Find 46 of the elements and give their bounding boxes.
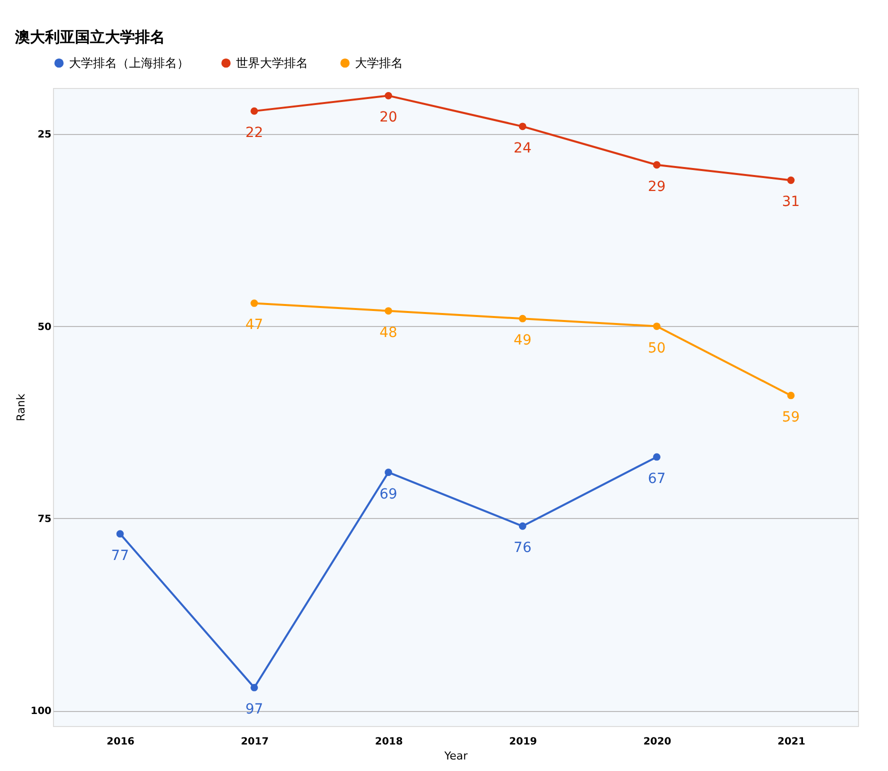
data-label: 67 — [648, 470, 666, 487]
point — [384, 92, 392, 100]
data-label: 50 — [648, 340, 666, 356]
point — [250, 107, 258, 115]
point — [250, 300, 258, 307]
y-tick-label: 25 — [38, 130, 52, 141]
y-axis-title: Rank — [14, 393, 28, 422]
point — [384, 307, 392, 315]
data-label: 59 — [782, 409, 800, 426]
legend-label: 大学排名 — [355, 56, 403, 70]
legend-label: 世界大学排名 — [236, 56, 308, 70]
point — [518, 522, 526, 530]
point — [787, 392, 795, 400]
data-label: 48 — [380, 324, 398, 341]
x-tick-label: 2018 — [374, 736, 403, 748]
data-label: 29 — [648, 178, 666, 195]
y-tick-label: 50 — [38, 322, 52, 333]
chart-title: 澳大利亚国立大学排名 — [14, 28, 166, 46]
data-label: 22 — [245, 125, 264, 142]
point — [653, 322, 660, 330]
x-tick-label: 2020 — [643, 736, 672, 748]
data-label: 76 — [514, 540, 532, 556]
data-label: 97 — [245, 702, 264, 718]
data-label: 24 — [514, 140, 532, 156]
point — [518, 314, 526, 322]
data-label: 49 — [514, 332, 532, 349]
x-tick-label: 2017 — [240, 736, 269, 748]
point — [116, 530, 124, 538]
data-label: 77 — [111, 548, 129, 564]
data-label: 69 — [380, 486, 398, 502]
point — [787, 176, 795, 184]
x-tick-label: 2016 — [106, 736, 135, 748]
x-tick-label: 2021 — [777, 736, 806, 748]
data-label: 31 — [782, 194, 800, 210]
x-axis-title: Year — [443, 750, 468, 762]
data-label: 20 — [380, 110, 398, 126]
point — [250, 684, 258, 692]
x-tick-label: 2019 — [509, 736, 538, 748]
data-label: 47 — [245, 317, 264, 334]
point — [384, 468, 392, 476]
y-tick-label: 75 — [38, 514, 52, 525]
point — [518, 122, 526, 130]
point — [653, 161, 660, 169]
point — [653, 453, 660, 461]
y-tick-label: 100 — [30, 706, 52, 718]
legend-label: 大学排名（上海排名） — [69, 56, 189, 70]
